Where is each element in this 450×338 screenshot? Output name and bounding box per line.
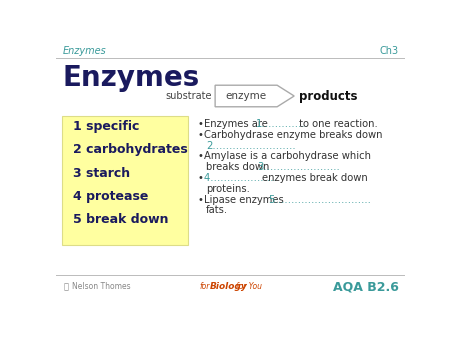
Text: 1 specific: 1 specific bbox=[73, 120, 140, 133]
Text: 5 break down: 5 break down bbox=[73, 213, 169, 226]
Text: products: products bbox=[299, 90, 357, 102]
Text: •: • bbox=[197, 173, 203, 183]
Text: •: • bbox=[197, 119, 203, 129]
Text: enzyme: enzyme bbox=[225, 91, 267, 101]
Text: •: • bbox=[197, 195, 203, 204]
Text: Amylase is a carbohydrase which: Amylase is a carbohydrase which bbox=[203, 151, 370, 162]
Text: proteins.: proteins. bbox=[206, 184, 250, 194]
Text: Biology: Biology bbox=[210, 283, 248, 291]
Text: •: • bbox=[197, 151, 203, 162]
Text: Nelson Thomes: Nelson Thomes bbox=[72, 283, 130, 291]
Polygon shape bbox=[215, 85, 294, 107]
Text: Enzymes: Enzymes bbox=[63, 64, 200, 92]
Text: 4………………..: 4……………….. bbox=[203, 173, 279, 183]
Text: for You: for You bbox=[236, 283, 262, 291]
Text: fats.: fats. bbox=[206, 206, 228, 215]
Text: 4 protease: 4 protease bbox=[73, 190, 148, 202]
Text: 3 starch: 3 starch bbox=[73, 167, 130, 179]
Text: 2…………………….: 2……………………. bbox=[206, 141, 296, 151]
Text: substrate: substrate bbox=[166, 91, 212, 101]
Text: Lipase enzymes: Lipase enzymes bbox=[203, 195, 286, 204]
Text: to one reaction.: to one reaction. bbox=[297, 119, 378, 129]
Text: Ch3: Ch3 bbox=[380, 46, 399, 55]
Text: Enzymes are: Enzymes are bbox=[203, 119, 270, 129]
Text: Enzymes: Enzymes bbox=[63, 46, 106, 55]
Text: •: • bbox=[197, 130, 203, 140]
Text: AQA B2.6: AQA B2.6 bbox=[333, 281, 399, 293]
Text: enzymes break down: enzymes break down bbox=[262, 173, 368, 183]
Text: 5………………………..: 5……………………….. bbox=[268, 195, 371, 204]
Text: 1…………..: 1………….. bbox=[256, 119, 308, 129]
FancyBboxPatch shape bbox=[63, 116, 188, 245]
Text: breaks down: breaks down bbox=[206, 162, 272, 172]
Text: 2 carbohydrates: 2 carbohydrates bbox=[73, 143, 188, 156]
Text: Carbohydrase enzyme breaks down: Carbohydrase enzyme breaks down bbox=[203, 130, 382, 140]
Text: 3…………………..: 3………………….. bbox=[257, 162, 340, 172]
Text: Ⓝ: Ⓝ bbox=[64, 283, 69, 291]
Text: for: for bbox=[200, 283, 210, 291]
